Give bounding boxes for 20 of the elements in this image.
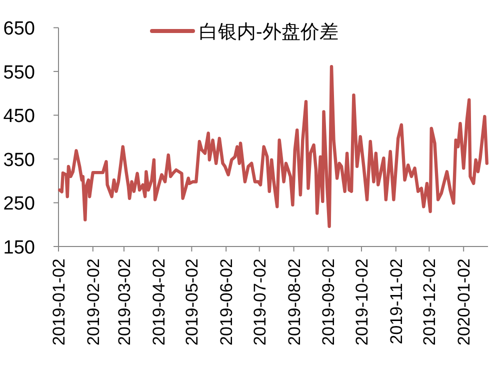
x-tick-label: 2019-10-02	[352, 258, 372, 346]
x-tick-label: 2019-04-02	[149, 258, 168, 346]
y-tick-label: 650	[3, 18, 35, 40]
x-tick-label: 2019-11-02	[386, 258, 406, 344]
x-tick-label: 2019-06-02	[217, 258, 236, 346]
x-tick-label: 2019-07-02	[250, 258, 270, 346]
x-tick-label: 2019-02-02	[84, 258, 103, 346]
legend-label: 白银内-外盘价差	[199, 22, 338, 43]
y-tick-label: 350	[3, 150, 35, 171]
x-tick-label: 2019-08-02	[284, 258, 304, 346]
y-tick-label: 450	[3, 106, 35, 128]
x-tick-label: 2019-05-02	[182, 258, 202, 346]
x-tick-label: 2019-12-02	[420, 258, 440, 346]
x-tick-label: 2020-01-02	[454, 258, 474, 346]
y-tick-label: 550	[3, 62, 35, 84]
y-tick-label: 150	[3, 238, 35, 258]
y-tick-label: 250	[3, 194, 35, 215]
x-tick-label: 2019-01-02	[50, 258, 68, 346]
x-tick-label: 2019-03-02	[114, 258, 134, 346]
x-tick-label: 2019-09-02	[319, 258, 338, 346]
